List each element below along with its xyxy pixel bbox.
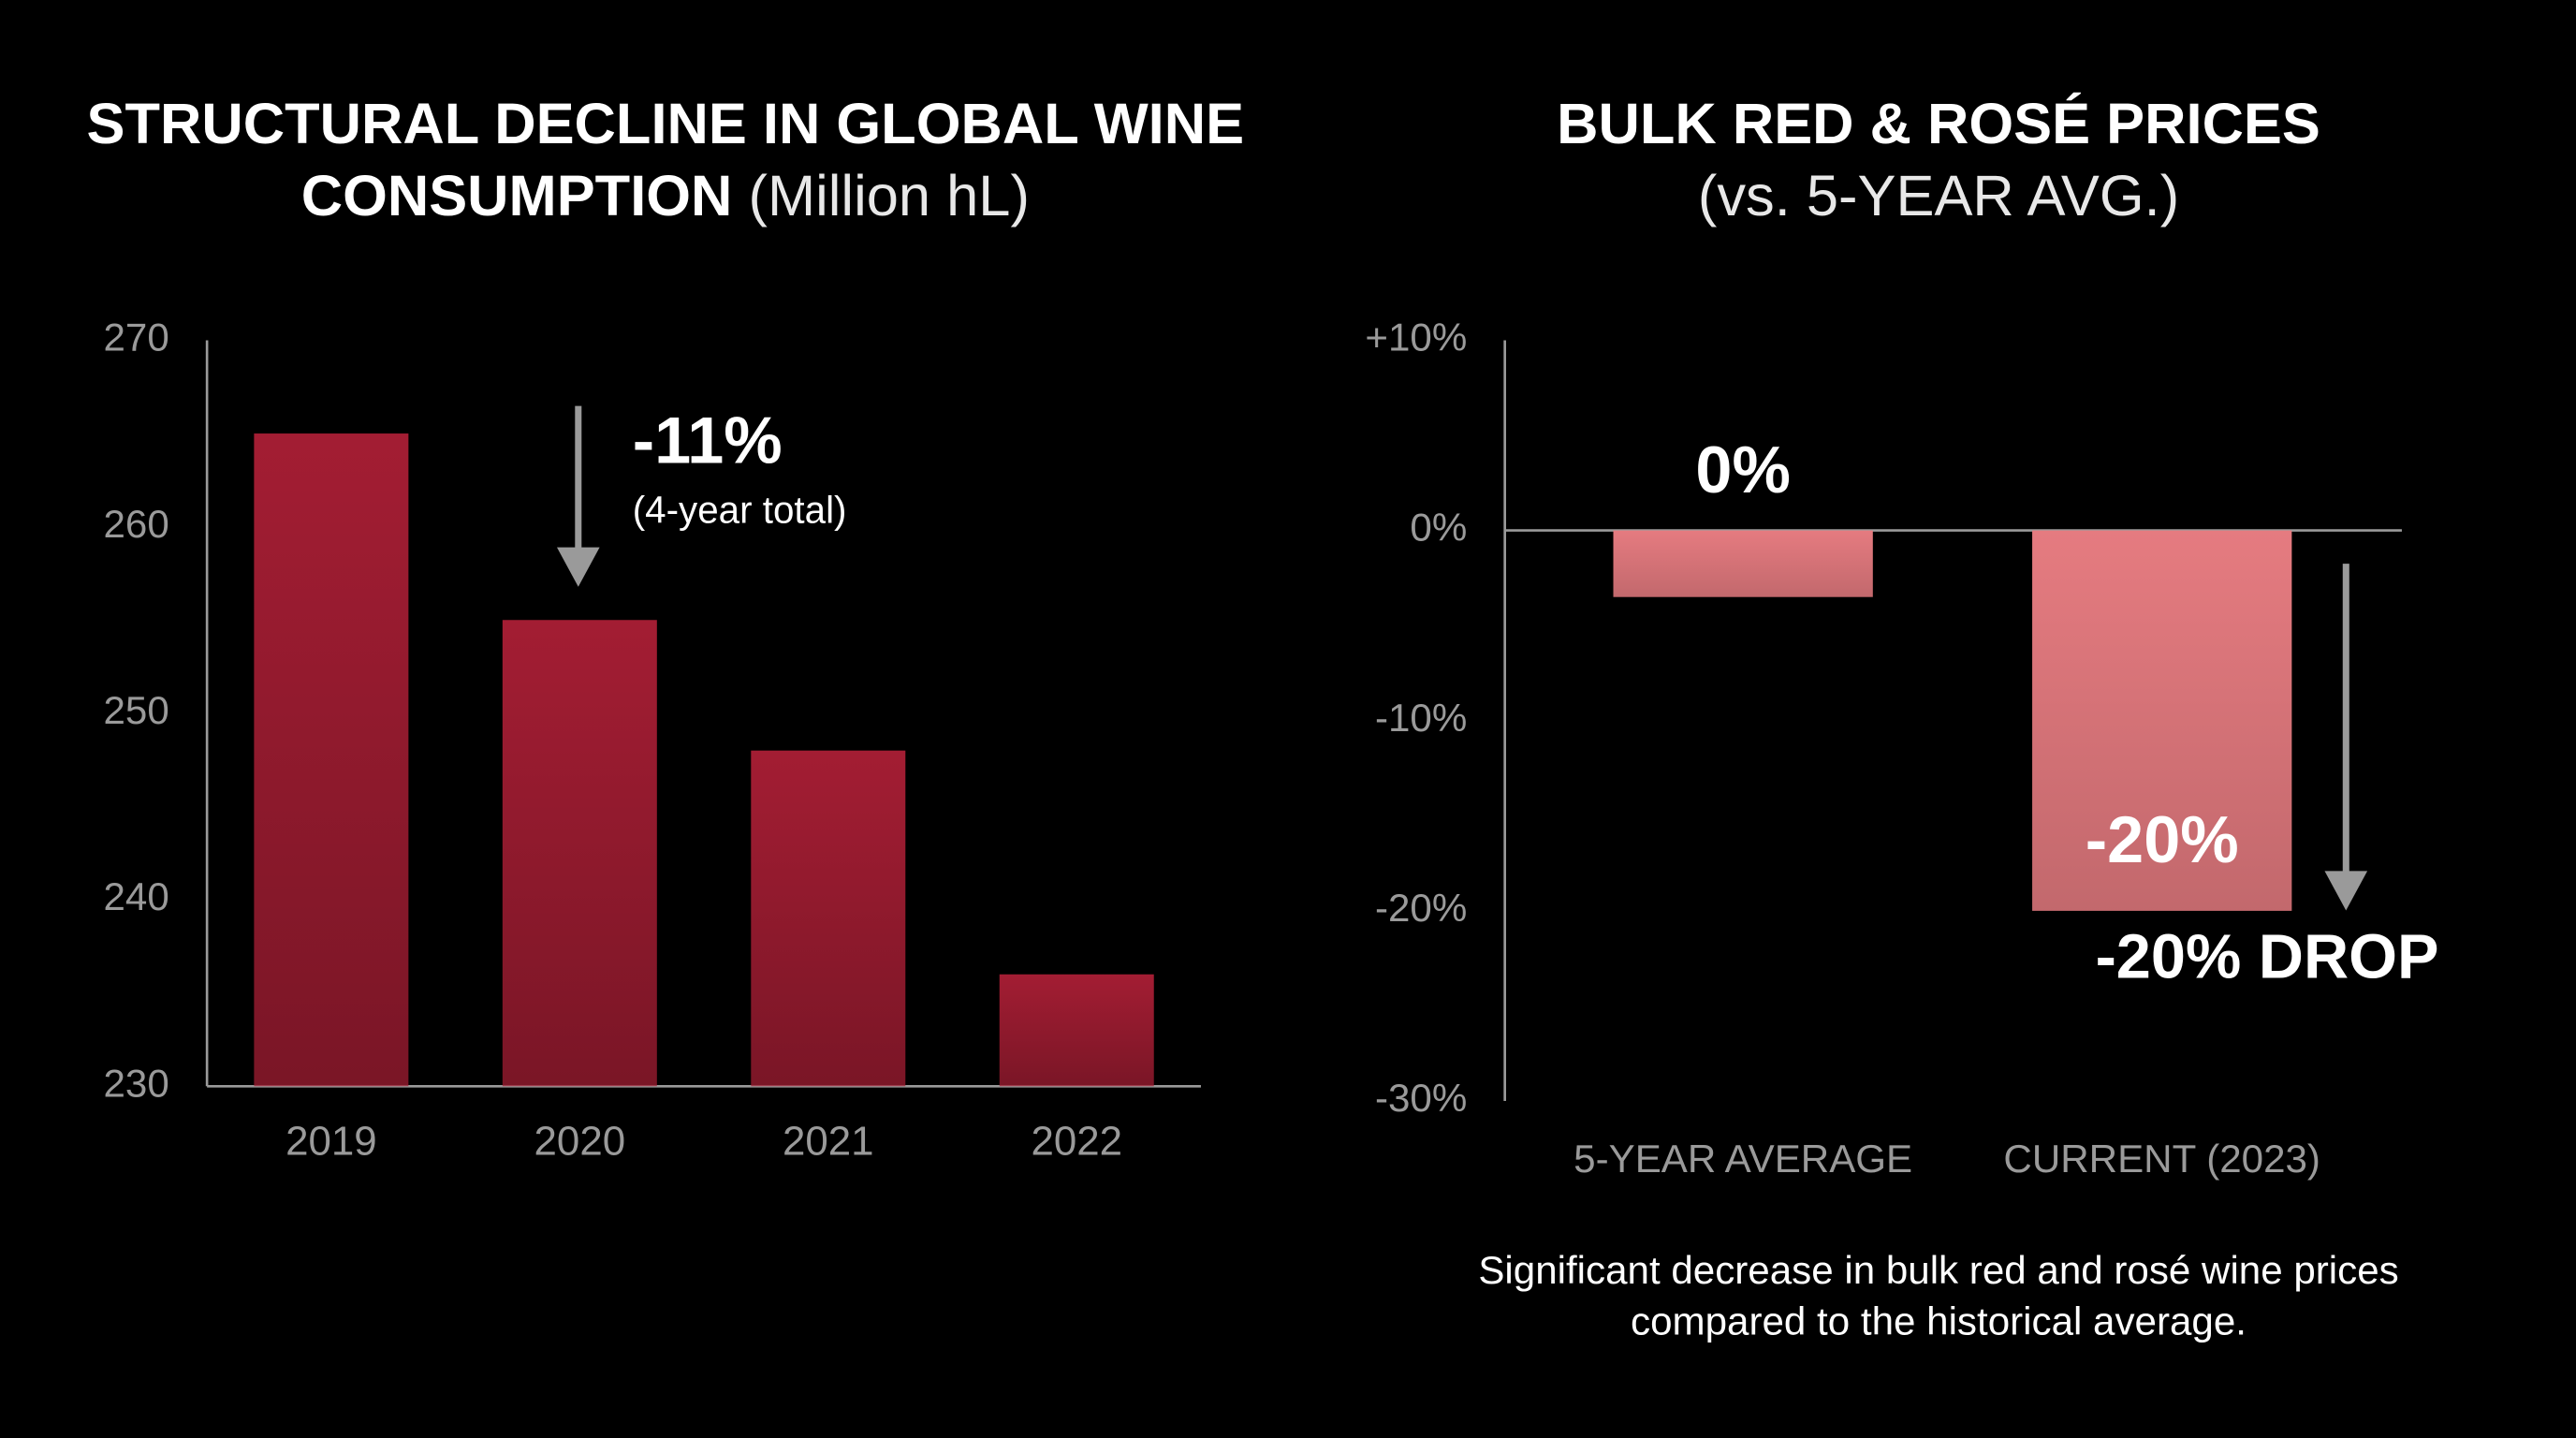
bar [1613, 530, 1873, 597]
annotation: (4-year total) [633, 488, 847, 531]
title-unit: (Million hL) [748, 164, 1030, 229]
y-tick-label: 240 [104, 874, 169, 918]
y-tick-label: -20% [1375, 886, 1467, 930]
bar [254, 433, 409, 1087]
annotation: 0% [1695, 433, 1790, 506]
bar [2032, 530, 2292, 911]
x-tick-label: 2019 [285, 1118, 377, 1164]
annotation: -20% DROP [2096, 922, 2439, 991]
x-tick-label: 2022 [1031, 1118, 1122, 1164]
x-tick-label: 2021 [783, 1118, 874, 1164]
note-box: Significant decrease in bulk red and ros… [1478, 1249, 2399, 1344]
title-box: STRUCTURAL DECLINE IN GLOBAL WINE CONSUM… [66, 89, 1265, 233]
y-tick-label: -30% [1375, 1076, 1467, 1120]
y-tick-label: 0% [1410, 506, 1467, 550]
chart-title: BULK RED & ROSÉ PRICES (vs. 5-YEAR AVG.) [1445, 89, 2431, 233]
annotation: -20% [2086, 802, 2239, 876]
arrow [556, 405, 600, 587]
arrow [2324, 564, 2368, 911]
x-tick-label: 5-YEAR AVERAGE [1573, 1137, 1912, 1181]
y-tick-label: 270 [104, 315, 169, 360]
chart-note: Significant decrease in bulk red and ros… [1478, 1249, 2399, 1344]
y-tick-label: 260 [104, 502, 169, 546]
bar [751, 750, 906, 1087]
title-box: BULK RED & ROSÉ PRICES (vs. 5-YEAR AVG.) [1445, 89, 2431, 233]
y-tick-label: -10% [1375, 696, 1467, 740]
x-tick-label: 2020 [534, 1118, 626, 1164]
y-tick-label: +10% [1365, 315, 1467, 360]
title-text: STRUCTURAL DECLINE IN GLOBAL WINE CONSUM… [86, 92, 1245, 229]
chart-subtitle: (vs. 5-YEAR AVG.) [1697, 164, 2180, 229]
annotation: -11% [633, 403, 783, 477]
x-tick-label: CURRENT (2023) [2003, 1137, 2320, 1181]
bar [999, 974, 1154, 1087]
chart-title: STRUCTURAL DECLINE IN GLOBAL WINE CONSUM… [66, 89, 1265, 233]
y-tick-label: 230 [104, 1061, 169, 1105]
y-tick-label: 250 [104, 688, 169, 732]
title-text: BULK RED & ROSÉ PRICES [1557, 92, 2320, 156]
bar [502, 620, 657, 1087]
